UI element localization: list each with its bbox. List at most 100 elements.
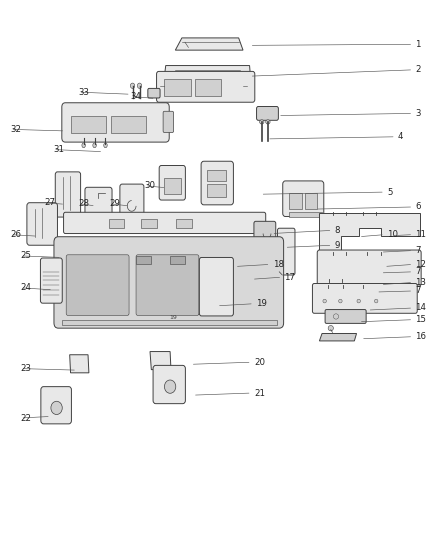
Text: 29: 29 (109, 199, 120, 208)
Text: 11: 11 (416, 230, 427, 239)
Text: 6: 6 (416, 203, 421, 212)
Text: 19: 19 (256, 299, 267, 308)
Bar (141, 219, 157, 228)
FancyBboxPatch shape (153, 366, 185, 403)
FancyBboxPatch shape (64, 212, 266, 233)
Text: 7: 7 (416, 268, 421, 276)
Text: 9: 9 (335, 241, 340, 250)
FancyBboxPatch shape (159, 165, 185, 200)
FancyBboxPatch shape (257, 107, 279, 120)
Ellipse shape (328, 326, 333, 331)
Text: 17: 17 (285, 273, 296, 281)
Ellipse shape (333, 314, 339, 319)
FancyBboxPatch shape (278, 228, 295, 275)
Text: 20: 20 (254, 358, 265, 367)
Ellipse shape (339, 299, 342, 303)
Ellipse shape (164, 380, 176, 393)
FancyBboxPatch shape (317, 250, 421, 286)
FancyBboxPatch shape (163, 111, 173, 133)
Text: 13: 13 (416, 278, 427, 287)
FancyBboxPatch shape (62, 103, 169, 142)
Bar (215, 258, 233, 268)
Ellipse shape (82, 143, 85, 148)
FancyBboxPatch shape (40, 258, 62, 303)
Text: 22: 22 (20, 414, 32, 423)
Bar (67, 256, 128, 314)
FancyBboxPatch shape (325, 310, 366, 324)
FancyBboxPatch shape (66, 255, 129, 316)
Bar (170, 256, 185, 264)
Text: 23: 23 (20, 364, 32, 373)
Ellipse shape (260, 120, 264, 124)
FancyBboxPatch shape (136, 255, 199, 316)
Bar (71, 116, 106, 133)
FancyBboxPatch shape (156, 71, 255, 102)
Text: 7: 7 (416, 246, 421, 255)
Bar (207, 184, 226, 197)
Bar (62, 320, 277, 325)
FancyBboxPatch shape (243, 263, 255, 282)
Text: 10: 10 (387, 230, 398, 239)
Bar (289, 212, 321, 217)
FancyBboxPatch shape (199, 257, 233, 316)
FancyBboxPatch shape (27, 203, 57, 245)
Text: 32: 32 (11, 125, 21, 134)
Ellipse shape (374, 299, 378, 303)
Bar (289, 193, 302, 209)
Text: 2: 2 (416, 66, 421, 74)
Text: 33: 33 (78, 87, 89, 96)
Text: 14: 14 (416, 303, 427, 312)
Bar (164, 79, 191, 96)
Polygon shape (319, 213, 420, 251)
Bar (137, 256, 198, 314)
Bar (304, 193, 317, 209)
Ellipse shape (266, 120, 270, 124)
Ellipse shape (51, 401, 62, 415)
FancyBboxPatch shape (201, 161, 233, 205)
Polygon shape (319, 334, 357, 341)
Polygon shape (164, 66, 251, 76)
Bar (195, 79, 221, 96)
FancyBboxPatch shape (54, 237, 284, 328)
Polygon shape (70, 355, 89, 373)
Text: 34: 34 (131, 92, 142, 101)
Bar (136, 256, 151, 264)
FancyBboxPatch shape (148, 88, 160, 98)
Polygon shape (150, 352, 171, 369)
Text: 27: 27 (44, 198, 55, 207)
Text: 26: 26 (11, 230, 21, 239)
Text: 21: 21 (254, 389, 265, 398)
Bar (164, 177, 180, 193)
Bar (176, 219, 192, 228)
Ellipse shape (93, 143, 96, 148)
Text: 3: 3 (416, 109, 421, 118)
Ellipse shape (138, 83, 142, 88)
Polygon shape (175, 38, 243, 50)
FancyBboxPatch shape (55, 172, 81, 217)
Text: 19: 19 (169, 315, 177, 320)
Text: 5: 5 (387, 188, 392, 197)
Text: 16: 16 (416, 332, 427, 341)
Ellipse shape (104, 143, 107, 148)
Text: 24: 24 (20, 283, 32, 292)
Bar (109, 219, 124, 228)
FancyBboxPatch shape (254, 221, 276, 239)
Text: 8: 8 (335, 226, 340, 235)
Text: 18: 18 (273, 260, 284, 269)
Text: 1: 1 (416, 40, 421, 49)
Text: 12: 12 (416, 260, 427, 269)
Text: 28: 28 (78, 199, 89, 208)
FancyBboxPatch shape (312, 284, 417, 313)
Text: 25: 25 (20, 252, 32, 260)
Text: 7: 7 (416, 286, 421, 295)
Ellipse shape (323, 299, 326, 303)
Ellipse shape (131, 83, 135, 88)
FancyBboxPatch shape (120, 184, 144, 216)
Bar (207, 169, 226, 181)
FancyBboxPatch shape (85, 187, 112, 218)
FancyBboxPatch shape (61, 247, 76, 262)
Ellipse shape (357, 299, 360, 303)
Bar (111, 116, 146, 133)
Text: 15: 15 (416, 315, 427, 324)
FancyBboxPatch shape (41, 386, 71, 424)
